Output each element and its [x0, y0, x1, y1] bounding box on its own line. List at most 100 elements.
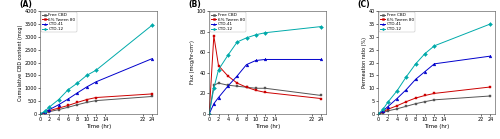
6% Tween 80 [74, 102, 80, 103]
CTD-12 [432, 45, 438, 47]
6% Tween 80 [65, 105, 71, 106]
Free CBD [412, 103, 418, 105]
X-axis label: Time (hr): Time (hr) [424, 124, 450, 129]
Line: 6% Tween 80: 6% Tween 80 [38, 93, 154, 115]
Free CBD [262, 87, 268, 89]
Y-axis label: Cumulative CBD content (mcg): Cumulative CBD content (mcg) [18, 24, 23, 101]
Free CBD [422, 101, 428, 102]
Free CBD [225, 84, 231, 86]
CTD-12 [65, 89, 71, 91]
Line: CTD-41: CTD-41 [377, 55, 492, 115]
Free CBD [206, 113, 212, 115]
Line: CTD-12: CTD-12 [377, 23, 492, 115]
CTD-41 [65, 98, 71, 100]
Free CBD [93, 100, 99, 101]
CTD-41 [211, 103, 217, 105]
Free CBD [318, 95, 324, 96]
Free CBD [74, 104, 80, 106]
Line: 6% Tween 80: 6% Tween 80 [377, 86, 492, 115]
X-axis label: Time (hr): Time (hr) [255, 124, 280, 129]
Line: CTD-12: CTD-12 [38, 24, 154, 115]
Y-axis label: Permeation ratio (%): Permeation ratio (%) [362, 37, 368, 88]
CTD-12 [149, 24, 155, 26]
6% Tween 80 [225, 75, 231, 77]
CTD-41 [432, 63, 438, 65]
6% Tween 80 [380, 111, 386, 113]
CTD-12 [412, 63, 418, 65]
Free CBD [46, 111, 52, 112]
CTD-41 [376, 113, 382, 115]
CTD-12 [46, 106, 52, 108]
Free CBD [404, 105, 409, 107]
6% Tween 80 [488, 86, 494, 88]
Free CBD [234, 85, 240, 87]
Free CBD [432, 99, 438, 101]
6% Tween 80 [149, 93, 155, 95]
Free CBD [253, 87, 259, 89]
Free CBD [380, 112, 386, 114]
Line: Free CBD: Free CBD [377, 95, 492, 115]
CTD-12 [37, 113, 43, 115]
6% Tween 80 [412, 97, 418, 99]
CTD-41 [225, 85, 231, 87]
CTD-41 [37, 113, 43, 115]
Free CBD [65, 106, 71, 108]
CTD-12 [93, 69, 99, 71]
CTD-41 [46, 109, 52, 111]
Free CBD [56, 109, 62, 111]
CTD-12 [74, 82, 80, 84]
6% Tween 80 [432, 93, 438, 94]
CTD-12 [206, 113, 212, 115]
CTD-12 [422, 53, 428, 54]
X-axis label: Time (hr): Time (hr) [86, 124, 111, 129]
6% Tween 80 [404, 101, 409, 102]
6% Tween 80 [376, 113, 382, 115]
Line: CTD-41: CTD-41 [208, 58, 322, 115]
Legend: Free CBD, 6% Tween 80, CTD-41, CTD-12: Free CBD, 6% Tween 80, CTD-41, CTD-12 [41, 12, 76, 32]
Line: Free CBD: Free CBD [38, 95, 154, 115]
CTD-41 [149, 58, 155, 59]
CTD-41 [42, 111, 48, 113]
CTD-41 [84, 86, 89, 88]
CTD-12 [404, 76, 409, 78]
6% Tween 80 [37, 113, 43, 115]
CTD-12 [318, 26, 324, 27]
Free CBD [376, 113, 382, 115]
Line: Free CBD: Free CBD [208, 82, 322, 115]
CTD-12 [244, 37, 250, 39]
CTD-12 [380, 109, 386, 110]
CTD-41 [216, 97, 222, 98]
6% Tween 80 [234, 82, 240, 84]
6% Tween 80 [206, 113, 212, 115]
CTD-12 [253, 34, 259, 36]
6% Tween 80 [422, 95, 428, 96]
6% Tween 80 [93, 97, 99, 98]
6% Tween 80 [262, 92, 268, 93]
6% Tween 80 [244, 86, 250, 88]
CTD-41 [394, 98, 400, 99]
6% Tween 80 [42, 112, 48, 113]
CTD-12 [384, 102, 390, 103]
CTD-12 [234, 41, 240, 43]
CTD-12 [394, 90, 400, 92]
Free CBD [211, 84, 217, 86]
CTD-41 [206, 113, 212, 115]
6% Tween 80 [211, 35, 217, 37]
CTD-41 [488, 55, 494, 57]
CTD-41 [412, 78, 418, 80]
CTD-41 [262, 59, 268, 60]
Text: (A): (A) [19, 0, 32, 9]
CTD-12 [488, 23, 494, 25]
Free CBD [149, 96, 155, 97]
6% Tween 80 [46, 110, 52, 111]
6% Tween 80 [216, 65, 222, 66]
Text: (C): (C) [358, 0, 370, 9]
Free CBD [84, 102, 89, 103]
Text: (B): (B) [188, 0, 201, 9]
CTD-12 [376, 113, 382, 115]
CTD-41 [380, 110, 386, 112]
CTD-12 [225, 54, 231, 56]
6% Tween 80 [84, 99, 89, 100]
CTD-12 [84, 75, 89, 76]
Legend: Free CBD, 6% Tween 80, CTD-41, CTD-12: Free CBD, 6% Tween 80, CTD-41, CTD-12 [210, 12, 246, 32]
